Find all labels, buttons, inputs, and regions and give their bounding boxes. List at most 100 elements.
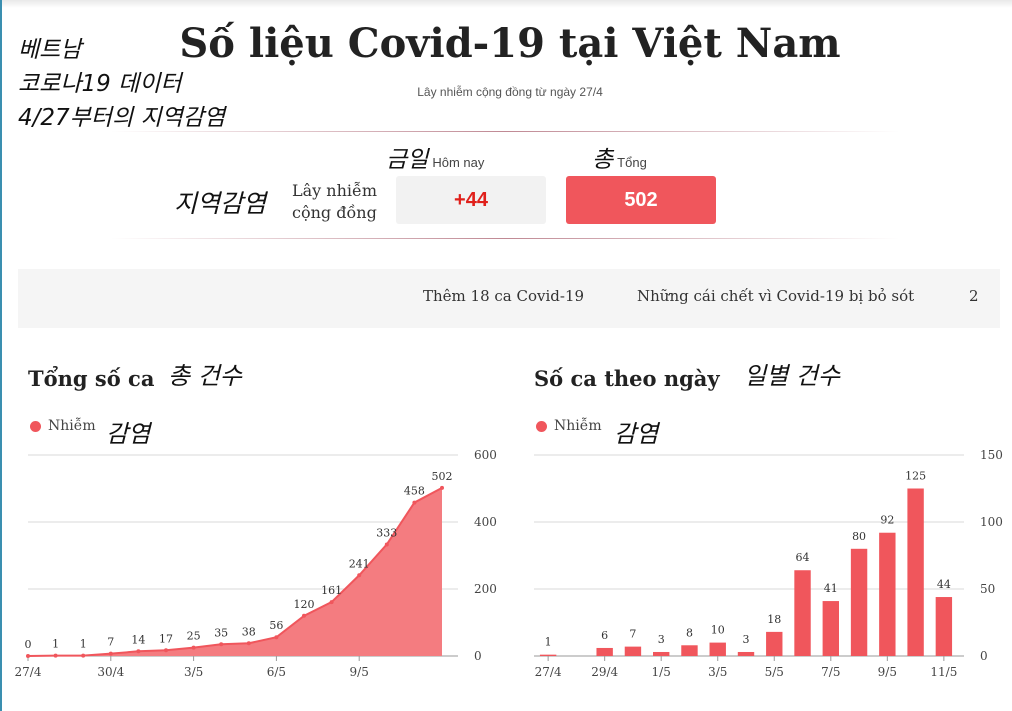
data-label: 64	[796, 551, 810, 564]
y-tick-label: 0	[980, 649, 988, 663]
today-column-header: 금일 Hôm nay	[386, 140, 484, 174]
bar	[681, 645, 698, 656]
bar	[596, 647, 613, 656]
today-label: Hôm nay	[432, 155, 485, 170]
data-label: 80	[852, 530, 866, 543]
bar	[624, 646, 642, 656]
bar	[709, 642, 726, 656]
data-label: 8	[686, 626, 693, 639]
page-title: Số liệu Covid-19 tại Việt Nam	[179, 20, 841, 67]
total-annotation: 총	[592, 147, 614, 173]
data-label: 7	[629, 628, 636, 641]
y-tick-label: 150	[980, 448, 1003, 462]
data-point	[246, 641, 251, 646]
data-label: 38	[242, 625, 256, 638]
news-link-1[interactable]: Thêm 18 ca Covid-19	[423, 287, 585, 305]
data-label: 14	[131, 633, 145, 646]
data-label: 458	[404, 485, 425, 498]
today-count: +44	[454, 188, 488, 211]
legend-dot	[536, 420, 547, 432]
today-count-box: +44	[396, 176, 546, 224]
data-label: 18	[767, 613, 781, 626]
page-subtitle: Lây nhiễm cộng đồng từ ngày 27/4	[417, 85, 603, 99]
total-chart-annotation: 총 건수	[168, 362, 242, 390]
data-point	[219, 642, 224, 647]
x-tick-label: 3/5	[708, 665, 727, 679]
x-tick-label: 9/5	[350, 665, 369, 679]
data-label: 92	[880, 514, 894, 527]
x-tick-label: 29/4	[591, 665, 618, 679]
x-tick-label: 6/5	[267, 665, 286, 679]
cumulative-area	[28, 487, 442, 656]
y-tick-label: 100	[980, 515, 1003, 529]
annotation-country: 베트남	[18, 37, 82, 63]
y-tick-label: 400	[474, 515, 497, 529]
news-link-3[interactable]: 2	[969, 287, 979, 305]
x-tick-label: 5/5	[765, 665, 784, 679]
y-tick-label: 600	[474, 448, 497, 462]
x-tick-label: 9/5	[878, 665, 897, 679]
data-point	[108, 651, 113, 656]
x-tick-label: 27/4	[535, 665, 562, 679]
x-tick-label: 3/5	[184, 665, 203, 679]
y-tick-label: 50	[980, 582, 995, 596]
total-legend-annotation: 감염	[106, 420, 151, 448]
data-label: 7	[107, 636, 114, 649]
community-row-label: Lây nhiễm cộng đồng	[292, 181, 378, 222]
data-point	[191, 645, 196, 650]
x-tick-label: 7/5	[821, 665, 840, 679]
daily-chart-legend: Nhiễm	[536, 418, 602, 434]
daily-chart-annotation: 일별 건수	[744, 362, 840, 390]
data-label: 6	[601, 629, 608, 642]
data-point	[164, 648, 168, 653]
data-label: 0	[25, 638, 32, 651]
bar	[653, 651, 670, 656]
data-point	[81, 653, 86, 658]
divider-bottom	[110, 238, 900, 239]
total-count: 502	[624, 188, 658, 211]
x-tick-label: 11/5	[930, 665, 957, 679]
y-tick-label: 200	[474, 582, 497, 596]
data-point	[26, 654, 30, 658]
data-label: 1	[52, 638, 59, 651]
bar	[907, 488, 924, 656]
cumulative-line	[27, 486, 443, 657]
total-column-header: 총 Tổng	[592, 140, 647, 174]
x-tick-label: 30/4	[97, 665, 124, 679]
data-label: 241	[349, 557, 370, 570]
annotation-topic: 코로나19 데이터	[18, 71, 182, 97]
legend-label: Nhiễm	[554, 418, 602, 434]
bar	[850, 548, 868, 656]
data-label: 35	[214, 626, 228, 639]
total-chart-title: Tổng số ca	[28, 366, 155, 391]
legend-label: Nhiễm	[48, 418, 96, 434]
data-point	[440, 485, 444, 490]
data-point	[302, 613, 306, 618]
total-chart-legend: Nhiễm	[30, 418, 96, 434]
bar	[879, 532, 896, 656]
x-tick-label: 27/4	[15, 665, 42, 679]
data-label: 333	[376, 526, 397, 539]
bar	[539, 654, 557, 656]
bar	[737, 651, 755, 656]
bar	[822, 601, 839, 656]
data-point	[412, 500, 417, 505]
data-label: 3	[743, 633, 750, 646]
data-point	[384, 542, 389, 547]
bar	[766, 631, 783, 656]
data-label: 1	[545, 636, 552, 649]
divider-top	[110, 131, 900, 132]
news-link-2[interactable]: Những cái chết vì Covid-19 bị bỏ sót	[637, 287, 915, 305]
annotation-scope: 4/27부터의 지역감염	[18, 105, 226, 131]
data-point	[136, 649, 141, 654]
data-label: 56	[269, 619, 283, 632]
data-label: 125	[905, 470, 926, 483]
legend-dot	[30, 420, 41, 432]
daily-chart-title: Số ca theo ngày	[534, 366, 720, 391]
data-point	[274, 635, 279, 640]
community-annotation: 지역감염	[174, 189, 267, 218]
news-ticker: Thêm 18 ca Covid-19 Những cái chết vì Co…	[18, 269, 1000, 328]
data-label: 502	[432, 470, 453, 483]
data-label: 120	[294, 598, 315, 611]
